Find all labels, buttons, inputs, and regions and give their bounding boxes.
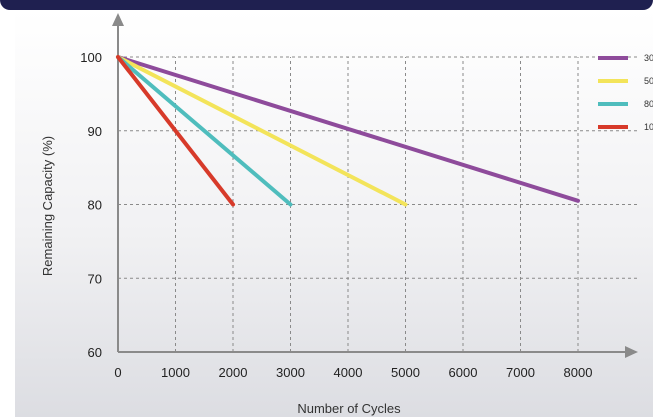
top-banner — [0, 0, 653, 10]
x-tick-label-8: 8000 — [564, 365, 593, 380]
x-tick-label-3: 3000 — [276, 365, 305, 380]
y-axis-arrow — [112, 13, 124, 26]
series-lines — [116, 55, 580, 207]
legend-label-30: 30 — [644, 53, 653, 63]
series-line-50 — [116, 55, 408, 207]
legend-label-50: 50 — [644, 76, 653, 86]
x-tick-labels: 0 1000 2000 3000 4000 5000 6000 7000 8000 — [114, 365, 592, 380]
y-tick-label-2: 80 — [88, 198, 102, 213]
axes — [112, 13, 638, 358]
legend: 30 50 80 10 — [598, 53, 653, 132]
legend-label-80: 80 — [644, 99, 653, 109]
x-tick-label-5: 5000 — [391, 365, 420, 380]
legend-label-10: 10 — [644, 122, 653, 132]
y-tick-label-3: 90 — [88, 124, 102, 139]
x-axis-title: Number of Cycles — [297, 401, 401, 416]
y-tick-label-4: 100 — [80, 50, 102, 65]
x-tick-label-6: 6000 — [449, 365, 478, 380]
series-line-80 — [116, 55, 293, 207]
grid — [118, 56, 640, 352]
series-line-30 — [116, 55, 580, 203]
x-tick-label-2: 2000 — [219, 365, 248, 380]
x-tick-label-4: 4000 — [334, 365, 363, 380]
x-tick-label-7: 7000 — [506, 365, 535, 380]
chart-panel — [15, 10, 653, 417]
y-tick-labels: 60 70 80 90 100 — [80, 50, 102, 360]
x-axis-arrow — [625, 346, 638, 358]
y-axis-title: Remaining Capacity (%) — [40, 136, 55, 276]
x-tick-label-0: 0 — [114, 365, 121, 380]
y-tick-label-0: 60 — [88, 345, 102, 360]
series-line-10 — [116, 55, 235, 207]
y-tick-label-1: 70 — [88, 271, 102, 286]
x-tick-label-1: 1000 — [161, 365, 190, 380]
